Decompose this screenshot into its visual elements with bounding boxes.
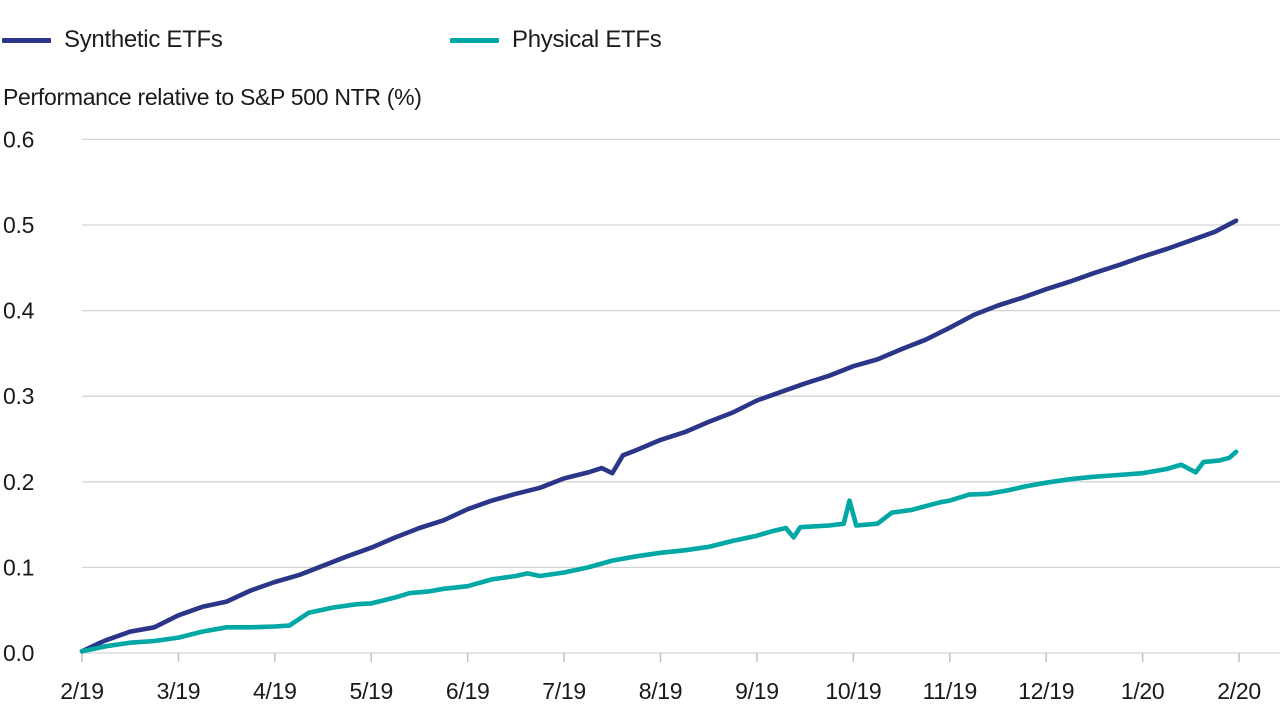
- x-axis-label: 9/19: [735, 678, 779, 704]
- x-axis-label: 5/19: [349, 678, 393, 704]
- legend-label-physical-etfs: Physical ETFs: [512, 26, 662, 53]
- x-axis-label: 4/19: [253, 678, 297, 704]
- legend: Synthetic ETFs Physical ETFs: [0, 22, 1280, 58]
- x-axis-label: 2/20: [1217, 678, 1261, 704]
- series-line-synthetic-etfs: [79, 218, 1239, 654]
- x-axis-label: 12/19: [1018, 678, 1074, 704]
- y-axis-label: 0.5: [3, 212, 34, 238]
- series-line-physical-etfs: [79, 449, 1239, 654]
- y-axis-label: 0.3: [3, 383, 34, 409]
- x-axis-label: 6/19: [446, 678, 490, 704]
- y-axis-label: 0.0: [3, 640, 34, 666]
- physical-etfs-line-swatch: [450, 37, 499, 43]
- x-axis-label: 10/19: [825, 678, 881, 704]
- legend-item-synthetic-etfs: Synthetic ETFs: [2, 22, 223, 58]
- x-axis-label: 2/19: [60, 678, 104, 704]
- x-axis-label: 11/19: [923, 678, 977, 704]
- y-axis-label: 0.6: [3, 126, 34, 152]
- y-axis-label: 0.4: [3, 298, 35, 324]
- y-axis-label: 0.1: [3, 554, 34, 580]
- chart-title: Performance relative to S&P 500 NTR (%): [3, 84, 422, 110]
- x-axis-label: 1/20: [1121, 678, 1165, 704]
- synthetic-etfs-line-swatch: [2, 37, 51, 43]
- x-axis-label: 7/19: [542, 678, 586, 704]
- legend-label-synthetic-etfs: Synthetic ETFs: [64, 26, 223, 53]
- x-axis-label: 3/19: [157, 678, 201, 704]
- x-axis-label: 8/19: [639, 678, 683, 704]
- y-axis-label: 0.2: [3, 469, 34, 495]
- legend-item-physical-etfs: Physical ETFs: [450, 22, 662, 58]
